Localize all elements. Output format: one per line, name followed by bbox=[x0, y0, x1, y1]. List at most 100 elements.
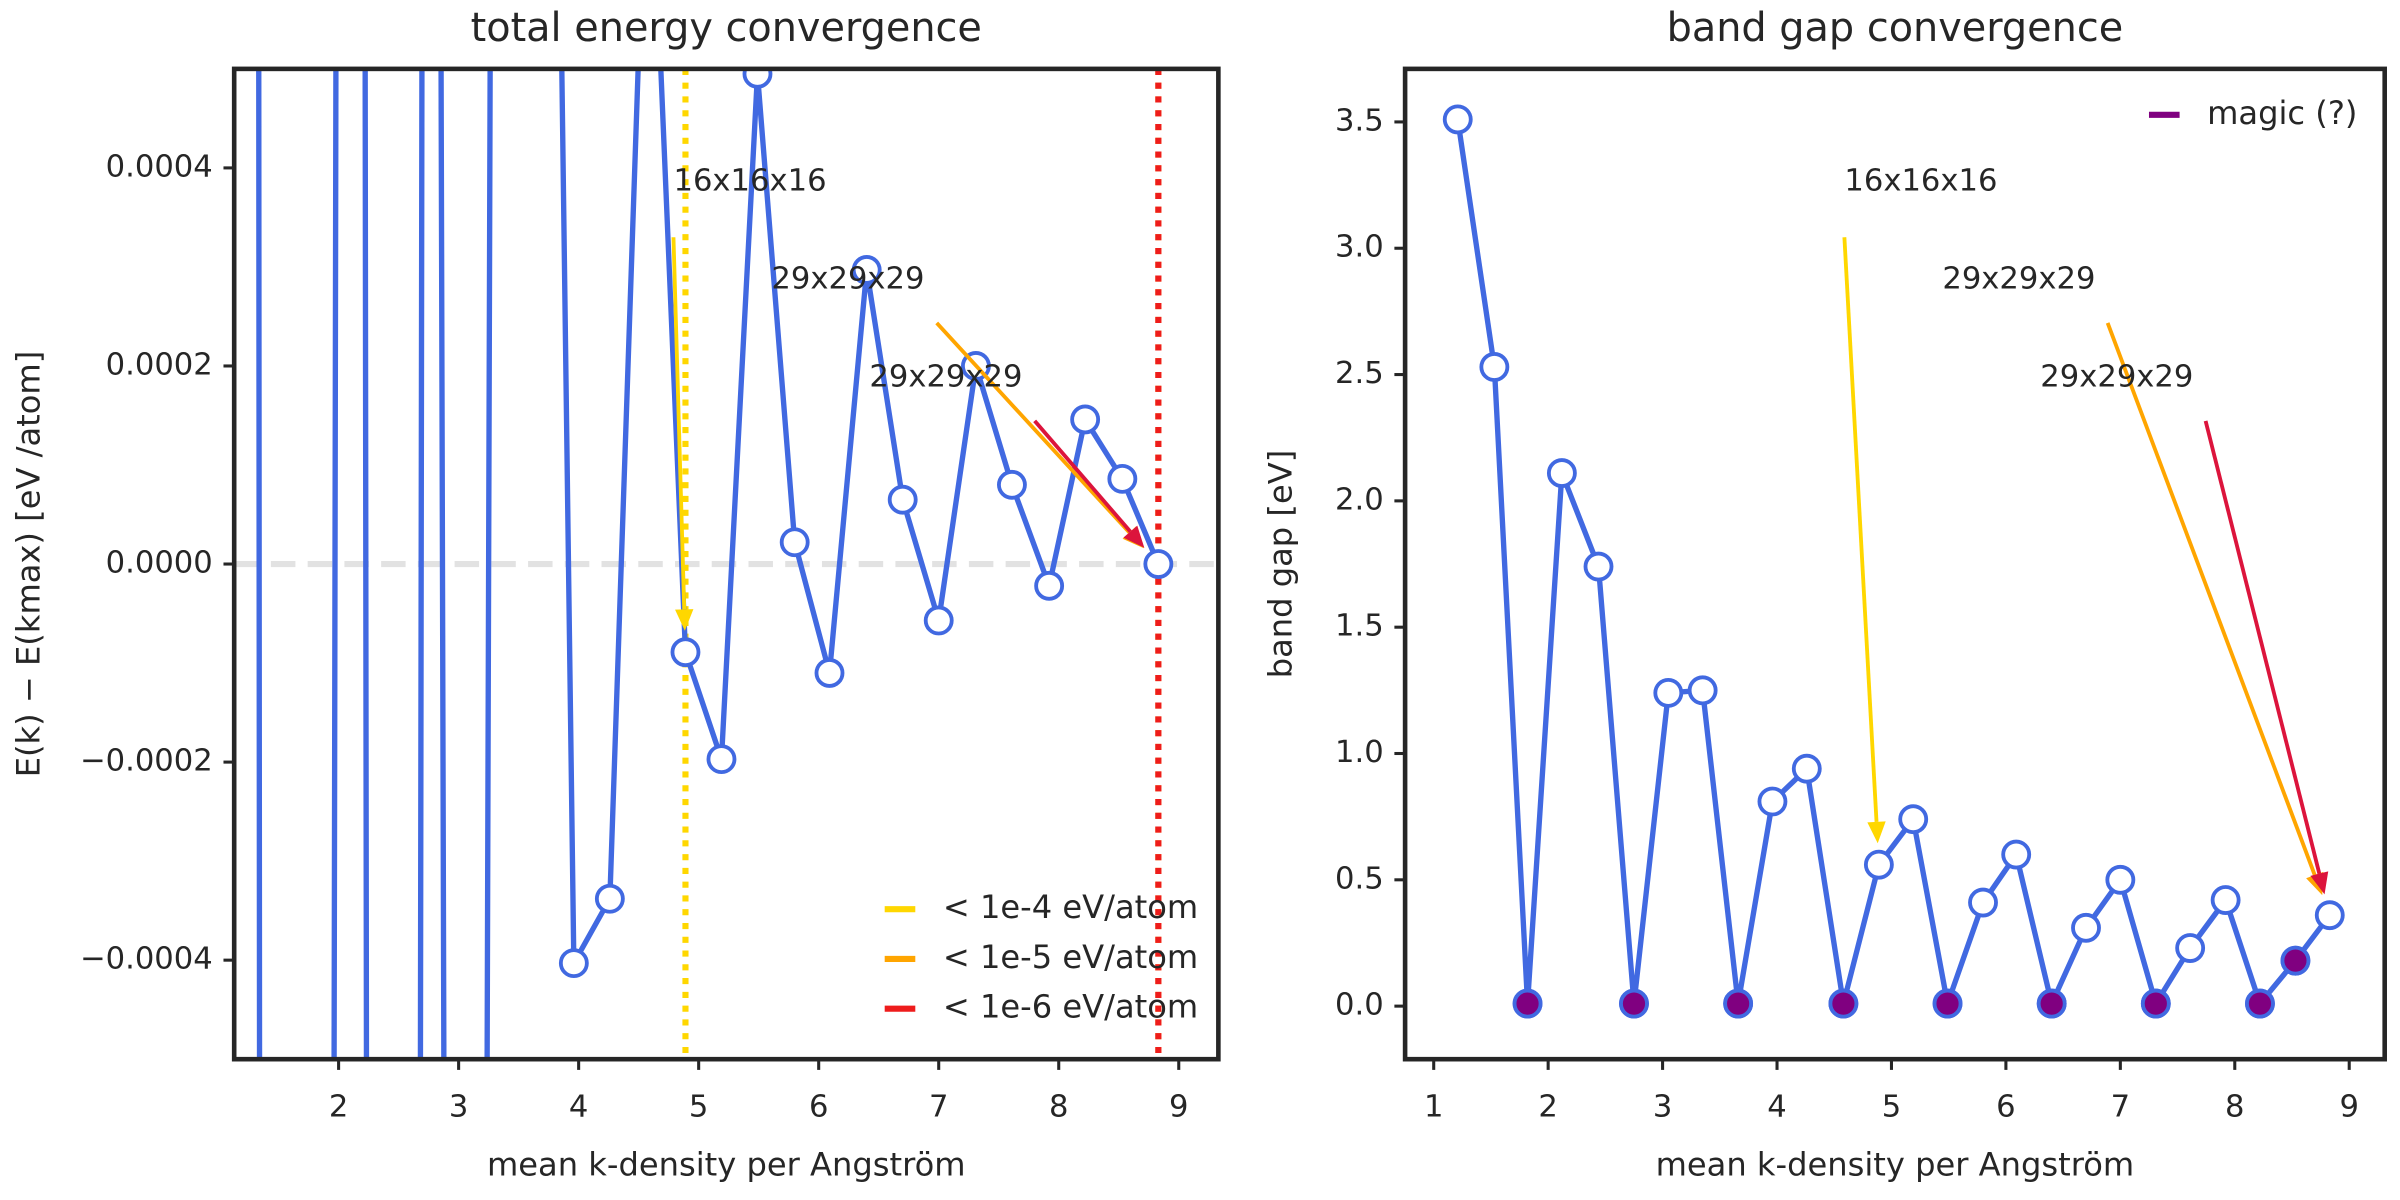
axes-frame bbox=[1402, 66, 2387, 1062]
marker bbox=[742, 68, 773, 89]
marker bbox=[923, 605, 954, 636]
y-tick-label: −0.0002 bbox=[80, 744, 213, 779]
magic-marker bbox=[1828, 988, 1859, 1019]
y-tick-label: 1.5 bbox=[1335, 609, 1384, 644]
y-tick-label: 1.0 bbox=[1335, 735, 1384, 770]
arrow-shaft bbox=[935, 321, 1131, 534]
marker bbox=[2210, 885, 2241, 915]
y-tick-label: 2.5 bbox=[1335, 356, 1384, 391]
legend-label: magic (?) bbox=[2207, 94, 2357, 132]
marker bbox=[1070, 404, 1101, 435]
arrow-head bbox=[1867, 821, 1886, 844]
plot-area bbox=[234, 68, 1219, 1060]
arrow-shaft bbox=[2105, 322, 2317, 876]
marker bbox=[2175, 933, 2206, 963]
x-tick-label: 3 bbox=[1653, 1090, 1672, 1125]
arrow-head bbox=[675, 609, 694, 631]
marker bbox=[997, 469, 1027, 500]
legend-label: < 1e-4 eV/atom bbox=[943, 888, 1198, 926]
x-tick-label: 8 bbox=[1049, 1090, 1068, 1125]
marker bbox=[1791, 753, 1822, 784]
arrow-shaft bbox=[1842, 237, 1879, 822]
marker bbox=[1687, 675, 1718, 706]
annotation-arrow bbox=[1842, 237, 1886, 844]
marker bbox=[2314, 900, 2345, 931]
plot-area bbox=[1442, 104, 2345, 1019]
x-tick-label: 9 bbox=[2339, 1090, 2358, 1125]
x-axis-label: mean k-density per Angström bbox=[1656, 1145, 2135, 1183]
x-tick-label: 4 bbox=[569, 1090, 588, 1125]
x-tick-label: 7 bbox=[929, 1090, 948, 1125]
x-tick-label: 9 bbox=[1169, 1090, 1188, 1125]
y-tick-label: 0.0002 bbox=[106, 347, 213, 382]
axes-frame bbox=[231, 66, 1221, 1062]
annotation-text: 29x29x29 bbox=[869, 360, 1022, 395]
marker bbox=[1863, 849, 1894, 880]
marker bbox=[2105, 864, 2136, 895]
subplot-title: band gap convergence bbox=[1667, 5, 2124, 51]
marker bbox=[1653, 677, 1684, 708]
subplot: total energy convergence mean k-density p… bbox=[10, 5, 1221, 1183]
annotation-text: 16x16x16 bbox=[1844, 164, 1997, 199]
arrow-head bbox=[2310, 871, 2329, 895]
x-tick-label: 6 bbox=[1996, 1090, 2015, 1125]
y-tick-label: 0.5 bbox=[1335, 861, 1384, 896]
legend-label: < 1e-6 eV/atom bbox=[943, 988, 1198, 1026]
marker bbox=[851, 254, 882, 285]
annotation-text: 29x29x29 bbox=[1942, 262, 2095, 297]
legend-label: < 1e-5 eV/atom bbox=[943, 938, 1198, 976]
annotation-text: 29x29x29 bbox=[2040, 360, 2193, 395]
x-tick-label: 7 bbox=[2111, 1090, 2130, 1125]
y-tick-label: 3.0 bbox=[1335, 230, 1384, 265]
marker bbox=[2001, 839, 2032, 870]
marker bbox=[706, 744, 737, 775]
marker bbox=[1479, 352, 1510, 382]
arrow-shaft bbox=[1033, 419, 1132, 533]
marker bbox=[1968, 887, 1998, 918]
marker bbox=[594, 883, 625, 914]
x-tick-label: 8 bbox=[2225, 1090, 2244, 1125]
magic-marker bbox=[2245, 988, 2275, 1019]
y-axis-label: E(k) − E(kmax) [eV /atom] bbox=[10, 351, 48, 778]
magic-marker bbox=[2140, 988, 2171, 1019]
x-tick-label: 2 bbox=[1538, 1090, 1557, 1125]
legend: magic (?) bbox=[2148, 94, 2357, 132]
y-tick-label: 2.0 bbox=[1335, 482, 1384, 517]
x-tick-label: 2 bbox=[329, 1090, 348, 1125]
marker bbox=[814, 658, 845, 688]
marker bbox=[1546, 458, 1577, 489]
x-tick-label: 1 bbox=[1424, 1090, 1443, 1125]
annotation-text: 16x16x16 bbox=[673, 164, 826, 199]
x-tick-label: 3 bbox=[449, 1090, 468, 1125]
magic-marker bbox=[2280, 945, 2311, 976]
magic-marker bbox=[1619, 988, 1649, 1019]
y-tick-label: −0.0004 bbox=[80, 942, 213, 977]
marker bbox=[1143, 549, 1174, 579]
x-tick-label: 5 bbox=[689, 1090, 708, 1125]
marker bbox=[1442, 104, 1473, 135]
y-tick-label: 0.0 bbox=[1335, 988, 1384, 1023]
annotation-arrow bbox=[2203, 420, 2329, 895]
x-tick-label: 6 bbox=[809, 1090, 828, 1125]
x-tick-label: 4 bbox=[1767, 1090, 1786, 1125]
arrow-shaft bbox=[671, 237, 687, 610]
magic-marker bbox=[1512, 988, 1543, 1019]
marker bbox=[779, 527, 810, 558]
marker bbox=[887, 484, 918, 515]
x-tick-label: 5 bbox=[1882, 1090, 1901, 1125]
legend: < 1e-4 eV/atom < 1e-5 eV/atom < 1e-6 eV/at… bbox=[884, 888, 1198, 1026]
subplot: band gap convergence mean k-density per A… bbox=[1262, 5, 2387, 1183]
annotation-text: 29x29x29 bbox=[771, 262, 924, 297]
arrow-shaft bbox=[2203, 420, 2322, 875]
magic-marker bbox=[1932, 988, 1963, 1019]
annotation-arrow bbox=[2105, 322, 2324, 896]
marker bbox=[558, 948, 589, 979]
magic-marker bbox=[1723, 988, 1754, 1019]
marker bbox=[1757, 786, 1788, 817]
annotation-arrow bbox=[1033, 419, 1145, 548]
marker bbox=[1898, 804, 1929, 835]
marker bbox=[1034, 570, 1065, 601]
annotation-arrow bbox=[671, 237, 694, 631]
x-axis-label: mean k-density per Angström bbox=[487, 1145, 966, 1183]
